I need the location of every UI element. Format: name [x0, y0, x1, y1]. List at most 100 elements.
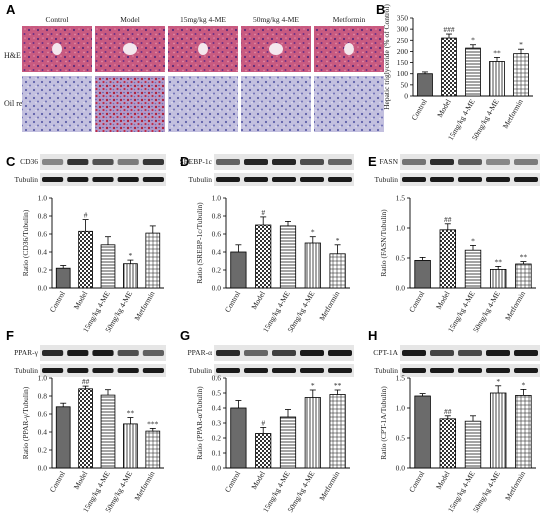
- blot-band: [430, 159, 454, 165]
- x-tick-label: 50mg/kg 4-ME: [471, 469, 502, 514]
- bar: [329, 394, 346, 469]
- significance-mark: ##: [82, 377, 90, 386]
- significance-mark: #: [84, 211, 88, 220]
- significance-mark: **: [493, 48, 501, 57]
- y-tick-label: 150: [397, 58, 409, 67]
- blot-band: [244, 159, 268, 165]
- bar: [304, 397, 321, 469]
- x-tick-label: Model: [434, 290, 452, 311]
- oil-red-micrograph: [168, 76, 238, 132]
- blot-band: [328, 350, 352, 356]
- blot-band-tubulin: [430, 368, 454, 373]
- blot-band: [328, 159, 352, 165]
- blot-band-tubulin: [42, 368, 64, 373]
- blot-band-tubulin: [402, 177, 426, 182]
- blot-band-tubulin: [142, 177, 164, 182]
- y-tick-label: 0.2: [212, 266, 222, 275]
- blot-band-tubulin: [328, 368, 352, 373]
- histology-column-label: Metformin: [333, 15, 366, 24]
- blot-band: [486, 350, 510, 356]
- blot-band-tubulin: [272, 368, 296, 373]
- blot-band-tubulin: [42, 177, 64, 182]
- y-axis-title: Ratio (FASN/Tubulin): [379, 209, 388, 277]
- significance-mark: **: [334, 381, 342, 390]
- y-tick-label: 100: [397, 69, 409, 78]
- bar: [100, 394, 116, 469]
- blot-band: [142, 350, 164, 356]
- blot-band-tubulin: [300, 177, 324, 182]
- x-tick-label: Metformin: [317, 289, 341, 322]
- histology-column-label: Model: [120, 15, 140, 24]
- y-tick-label: 0.0: [212, 284, 222, 293]
- blot-band: [300, 350, 324, 356]
- blot-band-tubulin: [117, 177, 139, 182]
- x-tick-label: Metformin: [503, 289, 527, 322]
- x-tick-label: Model: [434, 470, 452, 491]
- bar: [489, 268, 507, 289]
- central-vein: [52, 43, 62, 55]
- x-tick-label: Metformin: [503, 469, 527, 502]
- bar: [145, 232, 161, 289]
- bar: [123, 263, 138, 289]
- y-tick-label: 50: [401, 80, 409, 89]
- blot-band: [92, 159, 114, 165]
- bar: [100, 244, 116, 289]
- y-tick-label: 1.0: [396, 224, 406, 233]
- bar: [55, 267, 71, 289]
- bar: [441, 37, 457, 97]
- blot-band: [430, 350, 454, 356]
- x-tick-label: Control: [223, 290, 242, 314]
- oil-red-micrograph: [22, 76, 92, 132]
- panel-label-a: A: [6, 2, 16, 17]
- x-tick-label: Metformin: [132, 469, 156, 502]
- bar: [230, 407, 247, 469]
- blot-label-tubulin: Tubulin: [375, 175, 399, 184]
- significance-mark: *: [522, 380, 526, 389]
- bar: [515, 263, 532, 289]
- oil-red-micrograph: [314, 76, 384, 132]
- y-tick-label: 0.2: [38, 266, 48, 275]
- central-vein: [123, 43, 137, 55]
- blot-label-tubulin: Tubulin: [189, 175, 213, 184]
- y-tick-label: 1.5: [396, 194, 406, 203]
- central-vein: [269, 43, 283, 55]
- y-tick-label: 250: [397, 36, 409, 45]
- histology-row-label-oil: Oil red O: [4, 99, 34, 108]
- y-tick-label: 0.8: [38, 212, 48, 221]
- blot-band-tubulin: [486, 368, 510, 373]
- blot-band-tubulin: [300, 368, 324, 373]
- blot-band: [514, 350, 538, 356]
- x-tick-label: Metformin: [132, 289, 156, 322]
- blot-label-protein: PPAR-α: [188, 348, 213, 357]
- blot-band: [67, 350, 89, 356]
- significance-mark: *: [336, 236, 340, 245]
- y-tick-label: 1.0: [396, 404, 406, 413]
- x-tick-label: Model: [72, 290, 90, 311]
- bar: [55, 406, 71, 469]
- histology-column-label: 50mg/kg 4-ME: [253, 15, 299, 24]
- y-tick-label: 0.4: [38, 248, 48, 257]
- y-tick-label: 0.5: [212, 389, 222, 398]
- x-tick-label: Metformin: [501, 97, 525, 130]
- bar: [464, 420, 482, 469]
- blot-band-tubulin: [216, 368, 240, 373]
- bar: [464, 249, 482, 289]
- blot-label-protein: FASN: [379, 157, 398, 166]
- oil-red-micrograph: [241, 76, 311, 132]
- panel-label-g: G: [180, 328, 190, 343]
- bar: [414, 259, 431, 289]
- bar: [414, 395, 431, 469]
- histology-column-label: 15mg/kg 4-ME: [180, 15, 226, 24]
- y-tick-label: 0.4: [212, 404, 222, 413]
- y-tick-label: 0.8: [212, 212, 222, 221]
- blot-band-tubulin: [514, 368, 538, 373]
- histology-panel: H&E Oil red O Control Model 15mg/kg 4-ME 50…: [4, 15, 384, 132]
- y-tick-label: 0.3: [212, 419, 222, 428]
- panel-label-f: F: [6, 328, 14, 343]
- significance-mark: #: [261, 208, 265, 217]
- significance-mark: *: [471, 36, 475, 45]
- blot-band: [117, 159, 139, 165]
- bar: [279, 416, 297, 469]
- blot-band-tubulin: [244, 177, 268, 182]
